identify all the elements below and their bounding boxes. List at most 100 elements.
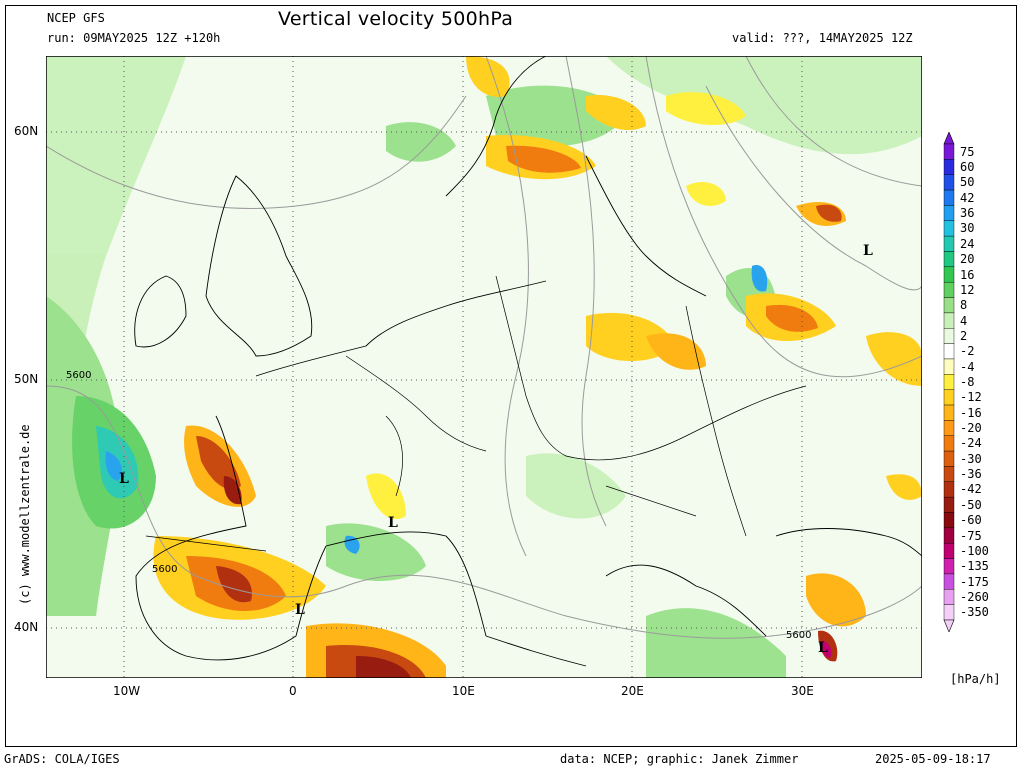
colorbar-swatch [943,374,955,390]
colorbar-label: 60 [960,160,975,175]
colorbar-label: 16 [960,267,975,282]
colorbar-swatch [943,328,955,344]
colorbar-label: -4 [960,359,975,374]
colorbar-swatch [943,558,955,575]
colorbar-swatch [943,466,955,483]
colorbar-label: -350 [960,605,989,620]
lon-label-10e: 10E [452,684,475,698]
map-gridlines [46,56,922,678]
country-borders [145,275,807,552]
colorbar-swatch [943,189,955,206]
low-marker: L [863,243,873,259]
contour-label: 5600 [66,370,91,381]
colorbar-label: 36 [960,206,975,221]
colorbar-label: -12 [960,390,982,405]
colorbar-label: -20 [960,421,982,436]
colorbar-swatch [943,343,955,360]
colorbar-bottom-arrow [943,619,955,632]
colorbar-swatch [943,389,955,406]
footer-timestamp: 2025-05-09-18:17 [875,752,991,766]
colorbar-label: 42 [960,190,975,205]
lon-label-10w: 10W [113,684,141,698]
low-marker: L [388,515,398,531]
footer-grads: GrADS: COLA/IGES [4,752,120,766]
colorbar-label: -2 [960,344,975,359]
colorbar-label: -135 [960,559,989,574]
colorbar-swatch [943,205,955,221]
colorbar-label: -60 [960,513,982,528]
colorbar-swatch [943,251,955,268]
colorbar-swatch [943,481,955,498]
colorbar-swatch [943,235,955,252]
colorbar-unit: [hPa/h] [950,672,1001,686]
colorbar-label: 50 [960,175,975,190]
colorbar-swatch [943,589,955,605]
colorbar-swatch [943,420,955,436]
low-marker: L [295,602,305,618]
colorbar-label: 20 [960,252,975,267]
colorbar-swatch [943,496,955,513]
footer-credit: data: NCEP; graphic: Janek Zimmer [560,752,799,766]
outer-frame [5,5,1017,747]
yellow-orange-areas [153,56,922,678]
colorbar-label: -175 [960,574,989,589]
colorbar-swatch [943,297,955,314]
lat-label-50n: 50N [14,372,39,386]
colorbar-label: 2 [960,328,968,343]
colorbar-label: -24 [960,436,982,451]
weather-map: L L L L L 5600 5600 5600 [46,56,922,678]
colorbar-label: -36 [960,467,982,482]
low-marker: L [119,471,129,487]
colorbar-swatch [943,527,955,544]
colorbar-label: -42 [960,482,982,497]
colorbar-swatch [943,573,955,590]
colorbar-label: -8 [960,375,975,389]
colorbar-label: -100 [960,543,989,558]
colorbar-label: 12 [960,282,975,297]
low-pressure-markers: L L L L L [119,243,873,656]
colorbar-label: 24 [960,236,975,251]
colorbar-swatch [943,159,955,175]
colorbar-top-arrow [943,132,955,145]
colorbar-label: -30 [960,451,982,466]
run-label: run: 09MAY2025 12Z +120h [47,31,221,45]
height-contours [46,56,922,639]
valid-label: valid: ???, 14MAY2025 12Z [732,31,913,45]
lon-label-30e: 30E [791,684,814,698]
colorbar-swatch [943,281,955,298]
colorbar-label: -260 [960,589,989,604]
colorbar-label: 30 [960,221,975,236]
contour-label: 5600 [786,630,811,641]
green-areas [46,56,922,678]
colorbar-swatch [943,512,955,529]
colorbar-swatch [943,435,955,452]
colorbar-label: 75 [960,144,975,159]
lat-label-60n: 60N [14,124,39,138]
site-credit: (c) www.modellzentrale.de [18,424,32,605]
lon-label-20e: 20E [621,684,644,698]
colorbar-swatch [943,174,955,191]
low-marker: L [818,640,828,656]
colorbar-label: -16 [960,405,982,420]
colorbar-swatch [943,404,955,421]
lon-label-0: 0 [289,684,297,698]
colorbar-swatch [943,358,955,375]
coastlines [134,56,922,667]
colorbar-swatch [943,450,955,467]
colorbar-swatch [943,604,955,621]
colorbar-swatch [943,543,955,559]
colorbar-swatch [943,220,955,237]
colorbar-swatch [943,312,955,329]
colorbar-label: 8 [960,298,968,313]
colorbar-swatch [943,266,955,283]
colorbar-label: 4 [960,313,968,328]
contour-label: 5600 [152,564,177,575]
chart-title: Vertical velocity 500hPa [278,8,514,30]
lat-label-40n: 40N [14,620,39,634]
colorbar-label: -75 [960,528,982,543]
colorbar [943,132,955,632]
colorbar-label: -50 [960,497,982,512]
colorbar-swatch [943,143,955,160]
contour-labels: 5600 5600 5600 [66,370,811,641]
model-label: NCEP GFS [47,11,105,25]
